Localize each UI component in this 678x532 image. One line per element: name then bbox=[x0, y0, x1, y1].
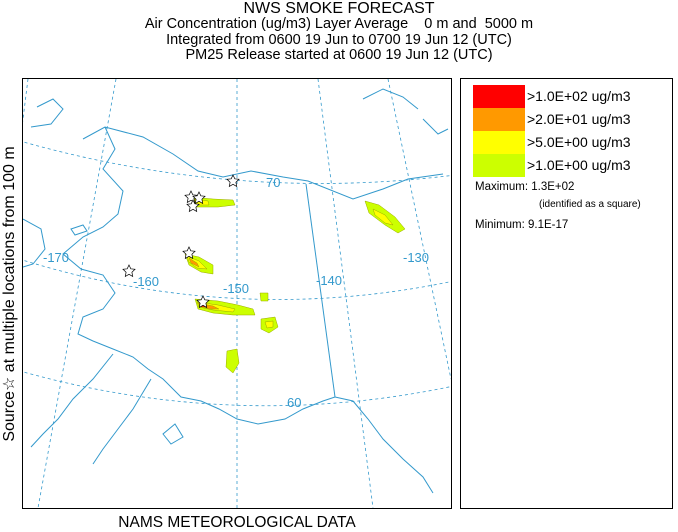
lon-label-130: -130 bbox=[403, 250, 429, 265]
legend-swatch bbox=[473, 85, 525, 108]
star-icon bbox=[122, 264, 136, 278]
smoke-plumes bbox=[184, 196, 406, 374]
maximum-value: Maximum: 1.3E+02 bbox=[475, 181, 575, 193]
legend-panel: >1.0E+02 ug/m3 >2.0E+01 ug/m3 >5.0E+00 u… bbox=[460, 78, 673, 509]
plume-central bbox=[184, 253, 214, 275]
source-description: Source☆ at multiple locations from 100 m bbox=[1, 146, 18, 442]
side-label: Source☆ at multiple locations from 100 m bbox=[0, 80, 19, 508]
star-icon bbox=[196, 295, 210, 309]
lat-line-65 bbox=[23, 259, 451, 300]
star-icon bbox=[184, 190, 198, 204]
plume-southeast bbox=[260, 316, 279, 334]
kodiak bbox=[162, 423, 184, 445]
arctic-islands bbox=[362, 88, 449, 135]
integration-period: Integrated from 0600 19 Jun to 0700 19 J… bbox=[166, 31, 512, 48]
star-icon bbox=[182, 246, 196, 260]
legend-item-level-3: >5.0E+00 ug/m3 bbox=[473, 131, 673, 154]
lon-label-140: -140 bbox=[316, 273, 342, 288]
data-source-footer: NAMS METEOROLOGICAL DATA bbox=[118, 514, 356, 531]
legend-label: >1.0E+02 ug/m3 bbox=[527, 88, 631, 104]
star-icon bbox=[226, 174, 240, 188]
legend-label: >1.0E+00 ug/m3 bbox=[527, 157, 631, 173]
legend-swatch bbox=[473, 108, 525, 131]
map-panel[interactable]: -170 -160 -150 -140 -130 70 60 bbox=[22, 78, 452, 509]
title-block: NWS SMOKE FORECAST Air Concentration (ug… bbox=[0, 0, 678, 64]
alaska-coast bbox=[30, 98, 444, 425]
smoke-map[interactable]: -170 -160 -150 -140 -130 70 60 bbox=[23, 79, 451, 508]
legend-label: >5.0E+00 ug/m3 bbox=[527, 134, 631, 150]
st-lawrence bbox=[70, 224, 88, 236]
legend-item-level-2: >2.0E+01 ug/m3 bbox=[473, 108, 673, 131]
panhandle-coast bbox=[334, 396, 434, 494]
maximum-note: (identified as a square) bbox=[539, 199, 641, 210]
plume-east-small bbox=[259, 292, 269, 302]
lat-label-70: 70 bbox=[266, 175, 280, 190]
graticule-labels: -170 -160 -150 -140 -130 70 60 bbox=[43, 175, 429, 410]
lat-label-60: 60 bbox=[287, 395, 301, 410]
lat-line-60 bbox=[23, 371, 451, 407]
aleutian-coast bbox=[30, 353, 114, 448]
siberia bbox=[23, 218, 46, 268]
source-markers bbox=[122, 174, 240, 309]
legend-item-level-4: >1.0E+00 ug/m3 bbox=[473, 154, 673, 177]
star-icon bbox=[186, 199, 200, 213]
legend-swatch bbox=[473, 154, 525, 177]
concentration-subtitle: Air Concentration (ug/m3) Layer Average … bbox=[144, 16, 534, 32]
star-icon bbox=[192, 191, 206, 205]
lon-line-140 bbox=[317, 79, 374, 508]
legend-label: >2.0E+01 ug/m3 bbox=[527, 111, 631, 127]
lon-line-160 bbox=[37, 79, 117, 508]
legend-item-level-1: >1.0E+02 ug/m3 bbox=[473, 85, 673, 108]
forecast-title: NWS SMOKE FORECAST bbox=[243, 0, 435, 17]
plume-yukon bbox=[364, 200, 406, 234]
peninsula-coast bbox=[92, 378, 152, 465]
release-start: PM25 Release started at 0600 19 Jun 12 (… bbox=[185, 47, 493, 63]
coastlines bbox=[23, 88, 449, 494]
lon-label-170: -170 bbox=[43, 250, 69, 265]
minimum-value: Minimum: 9.1E-17 bbox=[475, 219, 569, 231]
lon-label-150: -150 bbox=[223, 281, 249, 296]
legend-swatch bbox=[473, 131, 525, 154]
lon-label-160: -160 bbox=[133, 274, 159, 289]
lon-line-170 bbox=[23, 79, 29, 123]
canada-border bbox=[305, 183, 336, 398]
plume-south-isolated bbox=[225, 348, 240, 374]
